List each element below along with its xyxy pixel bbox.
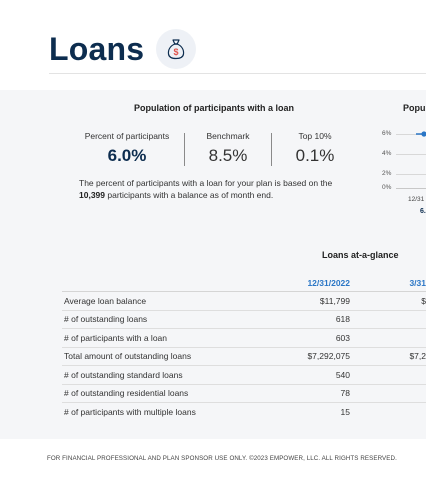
y-tick-label: 0% xyxy=(382,184,392,191)
table-row: # of outstanding loans 618 xyxy=(62,311,426,329)
cell-value: $7,292,075 xyxy=(307,351,350,362)
cell-value: 603 xyxy=(335,332,350,343)
row-label: # of participants with a loan xyxy=(64,332,168,343)
trend-section-title: Popu xyxy=(403,103,426,113)
metric-label: Top 10% xyxy=(298,131,332,141)
population-section-title: Population of participants with a loan xyxy=(134,103,295,113)
page-header: Loans $ xyxy=(49,27,197,71)
table-row: Total amount of outstanding loans $7,292… xyxy=(62,348,426,366)
metric-separator xyxy=(271,133,272,166)
cell-value: 78 xyxy=(340,388,350,399)
gridline xyxy=(396,154,426,155)
table-row: # of outstanding standard loans 540 xyxy=(62,366,426,385)
cell-value: $7,2 xyxy=(409,351,426,362)
metric-label: Benchmark xyxy=(206,131,250,141)
row-label: Total amount of outstanding loans xyxy=(64,351,192,362)
loans-glance-table: 12/31/2022 3/31 Average loan balance $11… xyxy=(62,275,426,422)
money-bag-dollar-icon: $ xyxy=(156,29,197,69)
loans-panel xyxy=(0,90,426,439)
y-tick-label: 6% xyxy=(382,130,392,137)
x-tick-label: 12/31 xyxy=(408,196,425,203)
column-header: 3/31 xyxy=(409,278,426,288)
trend-plot xyxy=(416,131,426,137)
note-prefix: The percent of participants with a loan … xyxy=(79,178,333,188)
metric-separator xyxy=(184,133,185,166)
row-label: # of participants with multiple loans xyxy=(64,407,196,418)
glance-section-title: Loans at-a-glance xyxy=(322,250,399,260)
table-row: # of outstanding residential loans 78 xyxy=(62,385,426,403)
cell-value: 540 xyxy=(335,369,350,380)
cell-value: $11,799 xyxy=(319,295,350,306)
row-label: # of outstanding standard loans xyxy=(64,369,183,380)
column-header: 12/31/2022 xyxy=(307,278,350,288)
metric-value: 0.1% xyxy=(295,146,335,165)
metric-benchmark: Benchmark 8.5% xyxy=(192,131,264,166)
trend-mini-chart: 6% 4% 2% 0% 12/31 6. xyxy=(378,120,426,220)
note-count: 10,399 xyxy=(79,190,105,200)
table-row: # of participants with multiple loans 15 xyxy=(62,403,426,422)
metric-value: 6.0% xyxy=(107,146,147,165)
row-label: # of outstanding residential loans xyxy=(64,388,189,399)
note-suffix: participants with a balance as of month … xyxy=(107,190,274,200)
data-point xyxy=(421,131,426,137)
y-tick-label: 2% xyxy=(382,170,392,177)
x-axis-line xyxy=(396,188,426,189)
metric-percent-participants: Percent of participants 6.0% xyxy=(80,131,174,166)
table-row: # of participants with a loan 603 xyxy=(62,329,426,348)
y-tick-label: 4% xyxy=(382,150,392,157)
table-row: Average loan balance $11,799 $ xyxy=(62,292,426,311)
data-value-label: 6. xyxy=(420,208,426,215)
cell-value: 618 xyxy=(335,314,350,325)
table-header: 12/31/2022 3/31 xyxy=(62,275,426,292)
row-label: Average loan balance xyxy=(64,295,147,306)
metric-value: 8.5% xyxy=(208,146,248,165)
gridline xyxy=(396,134,426,135)
cell-value: 15 xyxy=(340,407,350,418)
page-title: Loans xyxy=(49,30,145,67)
footer-disclaimer: FOR FINANCIAL PROFESSIONAL AND PLAN SPON… xyxy=(47,455,397,462)
row-label: # of outstanding loans xyxy=(64,314,148,325)
header-divider xyxy=(49,73,426,74)
gridline xyxy=(396,174,426,175)
metric-label: Percent of participants xyxy=(84,131,170,141)
population-note: The percent of participants with a loan … xyxy=(79,177,359,201)
cell-value: $ xyxy=(421,295,426,306)
svg-text:$: $ xyxy=(174,47,179,57)
metric-top-10: Top 10% 0.1% xyxy=(279,131,351,166)
